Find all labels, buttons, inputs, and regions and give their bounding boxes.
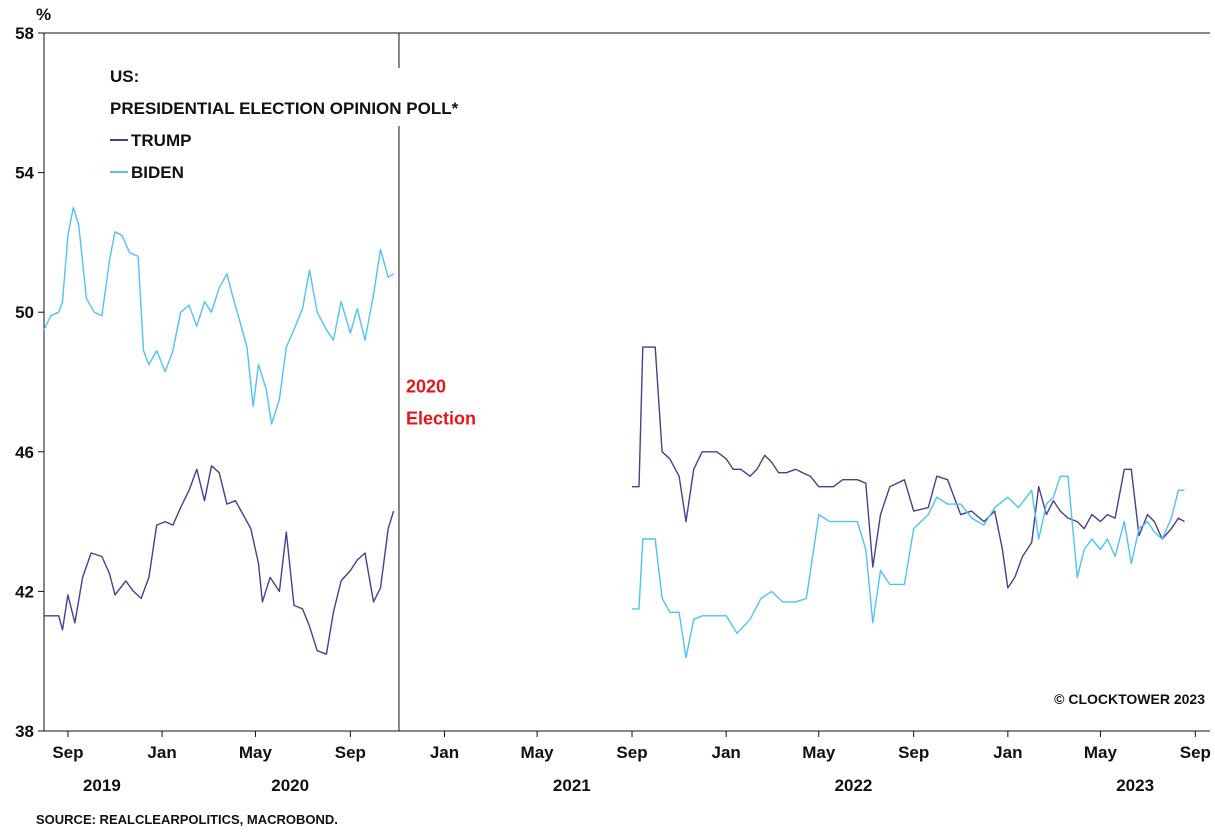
chart-axes xyxy=(38,32,1210,737)
x-tick-label: Sep xyxy=(616,743,647,762)
x-tick-label: Jan xyxy=(430,743,459,762)
x-tick-label: Sep xyxy=(1180,743,1211,762)
chart-tick-labels: 38 42 46 50 54 58 Sep Jan May Sep Jan May Sep Jan May S… xyxy=(15,24,1211,795)
y-tick-label: 42 xyxy=(15,582,34,601)
source-note: SOURCE: REALCLEARPOLITICS, MACROBOND. xyxy=(36,812,338,827)
series-line-trump xyxy=(44,465,395,655)
chart-title: US: xyxy=(110,67,139,86)
x-tick-label: Jan xyxy=(712,743,741,762)
y-axis-unit-label: % xyxy=(36,5,51,24)
series-line-biden xyxy=(632,475,1185,659)
x-tick-label: May xyxy=(239,743,273,762)
legend-label-biden: BIDEN xyxy=(131,163,184,182)
x-tick-label: Sep xyxy=(335,743,366,762)
y-tick-label: 46 xyxy=(15,443,34,462)
x-year-label: 2020 xyxy=(271,776,309,795)
x-tick-label: Sep xyxy=(898,743,929,762)
y-tick-label: 50 xyxy=(15,303,34,322)
copyright-label: © CLOCKTOWER 2023 xyxy=(1054,691,1205,707)
x-tick-label: Jan xyxy=(993,743,1022,762)
x-year-label: 2021 xyxy=(553,776,591,795)
x-year-label: 2019 xyxy=(83,776,121,795)
election-annotation-year: 2020 xyxy=(406,376,446,396)
chart-subtitle: PRESIDENTIAL ELECTION OPINION POLL* xyxy=(110,99,459,118)
election-annotation-label: Election xyxy=(406,408,476,428)
chart-series xyxy=(43,206,1185,659)
x-tick-label: Jan xyxy=(147,743,176,762)
x-tick-label: Sep xyxy=(52,743,83,762)
series-line-biden xyxy=(43,206,394,425)
x-year-label: 2022 xyxy=(835,776,873,795)
x-tick-label: May xyxy=(802,743,836,762)
y-tick-label: 54 xyxy=(15,164,34,183)
series-line-trump xyxy=(632,346,1185,589)
legend-label-trump: TRUMP xyxy=(131,131,191,150)
y-tick-label: 38 xyxy=(15,722,34,741)
y-tick-label: 58 xyxy=(15,24,34,43)
x-tick-label: May xyxy=(1084,743,1118,762)
x-year-label: 2023 xyxy=(1116,776,1154,795)
x-tick-label: May xyxy=(521,743,555,762)
